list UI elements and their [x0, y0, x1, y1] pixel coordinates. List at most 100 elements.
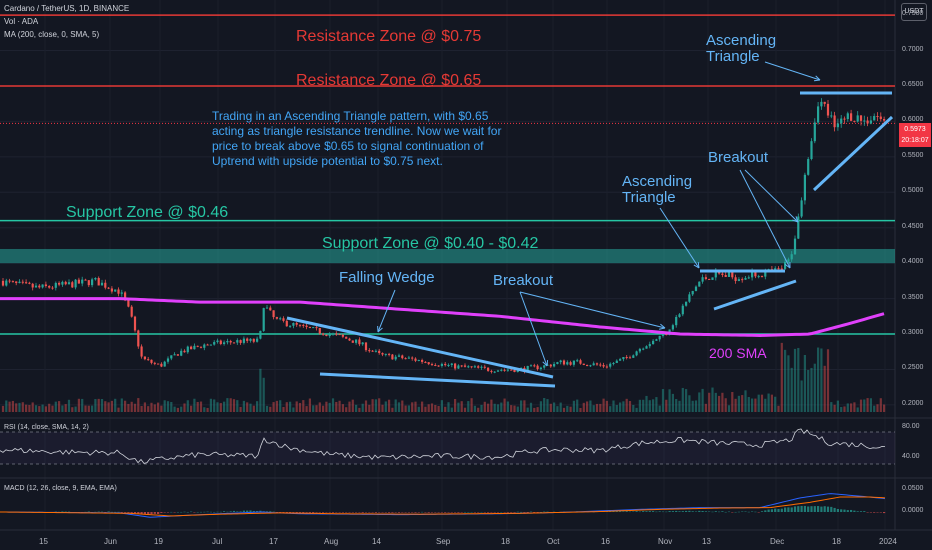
candle-body [793, 238, 797, 255]
candle-body [635, 351, 638, 356]
candle-body [216, 340, 219, 343]
candle-body [308, 327, 311, 329]
volume-bar [883, 404, 886, 412]
candle-body [473, 366, 476, 368]
macd-histogram-bar [879, 512, 882, 513]
volume-bar [767, 393, 770, 412]
volume-bar [638, 399, 641, 412]
volume-bar [117, 407, 120, 412]
time-tick-label: Oct [547, 537, 560, 546]
macd-histogram-bar [351, 512, 354, 513]
macd-histogram-bar [863, 511, 866, 512]
volume-bar [803, 354, 806, 412]
macd-histogram-bar [698, 510, 701, 512]
volume-bar [163, 400, 166, 412]
volume-bar [414, 401, 417, 412]
macd-histogram-bar [708, 511, 711, 512]
volume-bar [774, 396, 777, 412]
volume-bar [681, 387, 684, 412]
volume-bar [404, 405, 407, 412]
volume-bar [34, 405, 38, 412]
volume-bar [566, 405, 569, 412]
candle-body [232, 342, 236, 344]
candle-body [840, 118, 843, 124]
candle-body [863, 120, 866, 122]
candle-body [15, 281, 18, 284]
volume-bar [48, 403, 51, 412]
candle-body [64, 281, 67, 285]
macd-histogram-bar [374, 512, 377, 513]
macd-histogram-bar [770, 509, 773, 512]
volume-bar [219, 403, 222, 412]
macd-histogram-bar [272, 511, 275, 513]
volume-bar [298, 402, 302, 412]
volume-bar [665, 399, 668, 412]
volume-bar [87, 405, 90, 412]
candle-body [562, 360, 566, 365]
candle-body [427, 362, 430, 365]
candle-body [18, 281, 21, 284]
time-tick-label: 2024 [879, 537, 897, 546]
candle-body [467, 366, 470, 368]
candle-body [176, 354, 179, 356]
volume-bar [823, 365, 826, 412]
volume-bar [166, 401, 170, 412]
price-tick-label: 0.2500 [902, 364, 924, 372]
resistance-075-label: Resistance Zone @ $0.75 [296, 28, 482, 45]
macd-histogram-bar [407, 512, 410, 513]
price-tick-label: 0.7500 [902, 10, 924, 18]
candle-body [246, 338, 249, 341]
candle-body [701, 277, 704, 282]
macd-histogram-bar [817, 506, 820, 512]
macd-histogram-bar [685, 510, 688, 512]
volume-bar [226, 398, 229, 412]
triangle2-arrow-head [813, 75, 821, 82]
candle-body [368, 350, 371, 352]
macd-histogram-bar [836, 508, 839, 512]
candle-body [671, 325, 674, 330]
volume-bar [526, 407, 529, 412]
candle-body [361, 342, 364, 345]
macd-histogram-bar [279, 512, 282, 513]
candle-body [242, 338, 245, 343]
volume-bar [28, 405, 31, 412]
time-tick-label: Dec [770, 537, 785, 546]
breakout1-arrow-b-head [542, 359, 549, 367]
candle-body [107, 287, 110, 289]
volume-bar [556, 406, 559, 412]
volume-bar [879, 398, 882, 412]
candle-body [371, 350, 374, 352]
candle-body [256, 338, 259, 342]
candle-body [457, 365, 460, 369]
macd-histogram-bar [546, 511, 549, 513]
rsi-band [0, 432, 895, 464]
volume-bar [25, 404, 28, 412]
volume-bar [546, 399, 549, 412]
triangle1-arrow-head [693, 261, 700, 269]
macd-histogram-bar [67, 511, 71, 513]
candle-body [378, 350, 381, 354]
volume-bar [869, 398, 872, 412]
volume-bar [671, 393, 674, 412]
macd-histogram-bar [163, 512, 166, 513]
volume-bar [421, 401, 424, 412]
currency-button[interactable]: USDT [901, 3, 927, 21]
time-tick-label: 18 [501, 537, 510, 546]
candle-body [648, 344, 651, 347]
volume-bar [401, 400, 404, 412]
macd-histogram-bar [252, 510, 255, 512]
volume-bar [341, 404, 344, 412]
macd-histogram-bar [434, 512, 437, 513]
volume-bar [170, 401, 173, 412]
candle-body [764, 270, 767, 277]
volume-bar [450, 407, 453, 412]
volume-bar [463, 407, 467, 412]
volume-bar [708, 392, 711, 412]
macd-histogram-bar [645, 511, 648, 512]
macd-histogram-bar [490, 512, 493, 513]
macd-histogram-bar [213, 511, 216, 513]
price-tick-label: 0.3000 [902, 329, 924, 337]
volume-bar [658, 405, 661, 412]
macd-histogram-bar [397, 512, 401, 513]
